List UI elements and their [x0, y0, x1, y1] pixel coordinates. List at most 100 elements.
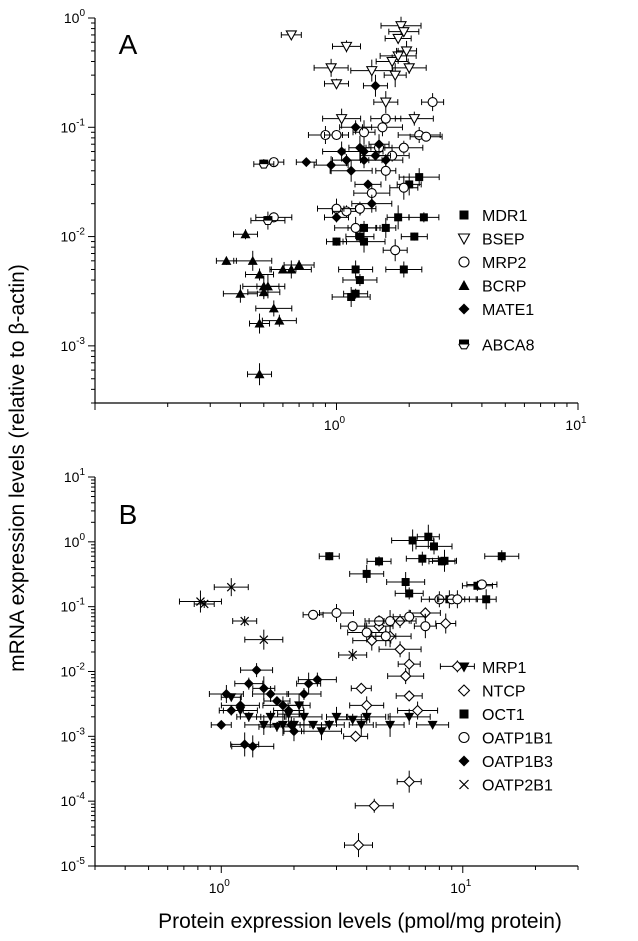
panel-b-legend-mrp1-label: MRP1 — [482, 660, 527, 677]
panel-b-oatp1b3-point — [247, 741, 258, 752]
x-axis-title: Protein expression levels (pmol/mg prote… — [158, 910, 562, 933]
panel-b-y-tick-label: 10-2 — [61, 662, 86, 680]
panel-b-y-tick-label: 10-5 — [61, 856, 86, 874]
panel-a-mrp2-point — [421, 131, 432, 142]
panel-a-mate1-point — [336, 146, 347, 157]
panel-a-mate1-point — [350, 122, 361, 133]
panel-b-mrp1-point — [361, 712, 372, 722]
panel-b-mrp1-point — [243, 712, 254, 722]
panel-a-bcrp-point — [274, 315, 285, 325]
panel-a-x-tick-label: 100 — [324, 415, 346, 433]
panel-a-mrp2-point — [350, 222, 361, 233]
panel-b-oatp1b1-point — [452, 594, 463, 605]
panel-a-mrp2-point — [380, 113, 391, 124]
panel-a-bsep-point — [400, 46, 413, 58]
panel-b-oct1-point — [325, 552, 334, 561]
panel-b-oatp2b1-point — [348, 650, 358, 660]
panel-a: A 10-3 10-2 10-1 100 100 101 MDR1 BSEP MRP2 BCRP MA… — [61, 8, 587, 433]
panel-b-oatp1b1-point — [308, 609, 319, 620]
panel-a-y-tick-label: 100 — [64, 8, 86, 26]
panel-b-ntcp-point — [360, 699, 373, 712]
panel-a-mdr1-point — [394, 213, 403, 222]
panel-a-legend-mrp2-marker — [458, 256, 470, 268]
panel-a-mate1-point — [366, 198, 377, 209]
panel-b-oatp1b3-point — [243, 678, 254, 689]
panel-a-bcrp-point — [268, 303, 279, 313]
y-axis-title: mRNA expression levels (relative to β-ac… — [6, 264, 29, 672]
panel-a-bsep-point — [408, 114, 421, 125]
panel-b-oatp1b3-point — [226, 705, 237, 716]
panel-a-mdr1-point — [410, 232, 419, 241]
panel-b-oatp2b1-point-stroke-b — [348, 650, 358, 660]
panel-a-mdr1-point — [347, 292, 356, 301]
panel-b-legend-oatp1b1-label: OATP1B1 — [482, 731, 553, 748]
panel-b-mrp1-point — [404, 712, 415, 722]
panel-a-mdr1-point — [351, 289, 360, 298]
panel-a-mdr1-point — [360, 237, 369, 246]
panel-b-oatp2b1-point-stroke-b — [196, 597, 205, 606]
panel-b-oatp1b3-point — [303, 678, 314, 689]
panel-a-bsep-point — [397, 27, 410, 38]
panel-a-abca8-point-fill — [259, 159, 269, 165]
panel-a-bsep-point — [325, 63, 338, 74]
panel-a-mate1-point — [326, 160, 337, 171]
panel-a-mdr1-point — [405, 180, 414, 189]
panel-b-oct1-point — [424, 532, 433, 541]
panel-a-mdr1-point — [419, 213, 428, 222]
panel-a-bsep-point — [285, 30, 298, 42]
panel-b-oatp1b3-point — [283, 705, 294, 716]
panel-b-x-tick-label: 101 — [450, 878, 472, 896]
panel-a-mrp2-point — [398, 182, 409, 193]
panel-b-legend-oatp1b3-marker — [458, 755, 470, 767]
panel-b-oatp1b1-point — [347, 621, 358, 632]
panel-a-mrp2-point — [377, 122, 388, 133]
panel-a-bcrp-point — [294, 259, 305, 269]
panel-a-abca8-point — [258, 159, 269, 169]
panel-b-oatp1b3-point — [312, 674, 323, 685]
panel-a-abca8-point — [262, 216, 274, 226]
panel-b-oatp2b1-point-stroke-b — [240, 616, 250, 626]
panel-b-oatp1b3-point — [221, 688, 232, 699]
panel-b-legend-oatp2b1-marker — [459, 779, 469, 790]
panel-b-oatp1b3-point — [265, 688, 276, 699]
panel-b-oatp1b1-point — [404, 611, 415, 622]
panel-a-legend-bsep-label: BSEP — [482, 232, 525, 249]
panel-a-bsep-point — [392, 33, 405, 45]
panel-a-mate1-point — [359, 155, 370, 166]
panel-a-bcrp-point — [262, 281, 273, 291]
panel-a-mdr1-point — [415, 173, 424, 182]
panel-b-oatp1b1-point — [420, 621, 431, 632]
panel-a-mdr1-point — [355, 276, 364, 285]
panel-a-mrp2-point — [398, 142, 409, 153]
panel-a-bcrp-point — [221, 255, 232, 265]
panel-a-mdr1-point — [399, 265, 408, 274]
panel-a-abca8-point-fill — [263, 216, 273, 221]
panel-a-bsep-point — [403, 63, 416, 74]
panel-b-oatp2b1-point-stroke-b — [259, 635, 269, 645]
panel-b-mrp1-point — [331, 712, 342, 722]
panel-b-oct1-point — [362, 569, 371, 578]
panel-a-y-tick-label: 10-1 — [61, 117, 86, 135]
panel-a-y-tick-label: 10-3 — [61, 336, 86, 354]
panel-a-mrp2-point — [358, 127, 370, 138]
panel-b-oatp2b1-point — [226, 582, 236, 592]
panel-a-mrp2-point — [354, 203, 365, 214]
panel-b-ntcp-point — [399, 670, 412, 682]
panel-a-mdr1-point — [355, 232, 364, 241]
panel-b-y-tick-label: 101 — [64, 467, 86, 485]
panel-b-ntcp-point — [394, 643, 406, 656]
panel-a-bsep-point — [330, 79, 343, 90]
panel-b-oatp1b1-point — [476, 579, 487, 590]
panel-b-legend-oatp1b3-label: OATP1B3 — [482, 754, 553, 771]
panel-b-oct1-point — [429, 542, 438, 551]
panel-b-mrp1-point — [298, 712, 309, 722]
panel-b-ntcp-point — [349, 730, 362, 743]
panel-b-mrp1-point — [265, 712, 276, 722]
panel-a-mate1-point — [370, 150, 381, 161]
panel-a-legend-abca8-marker — [458, 339, 470, 350]
panel-a-mdr1-point — [351, 265, 360, 274]
panel-b-y-tick-label: 10-1 — [61, 597, 86, 615]
panel-a-bcrp-point — [254, 269, 265, 279]
panel-a-legend-mate1-label: MATE1 — [482, 302, 534, 319]
